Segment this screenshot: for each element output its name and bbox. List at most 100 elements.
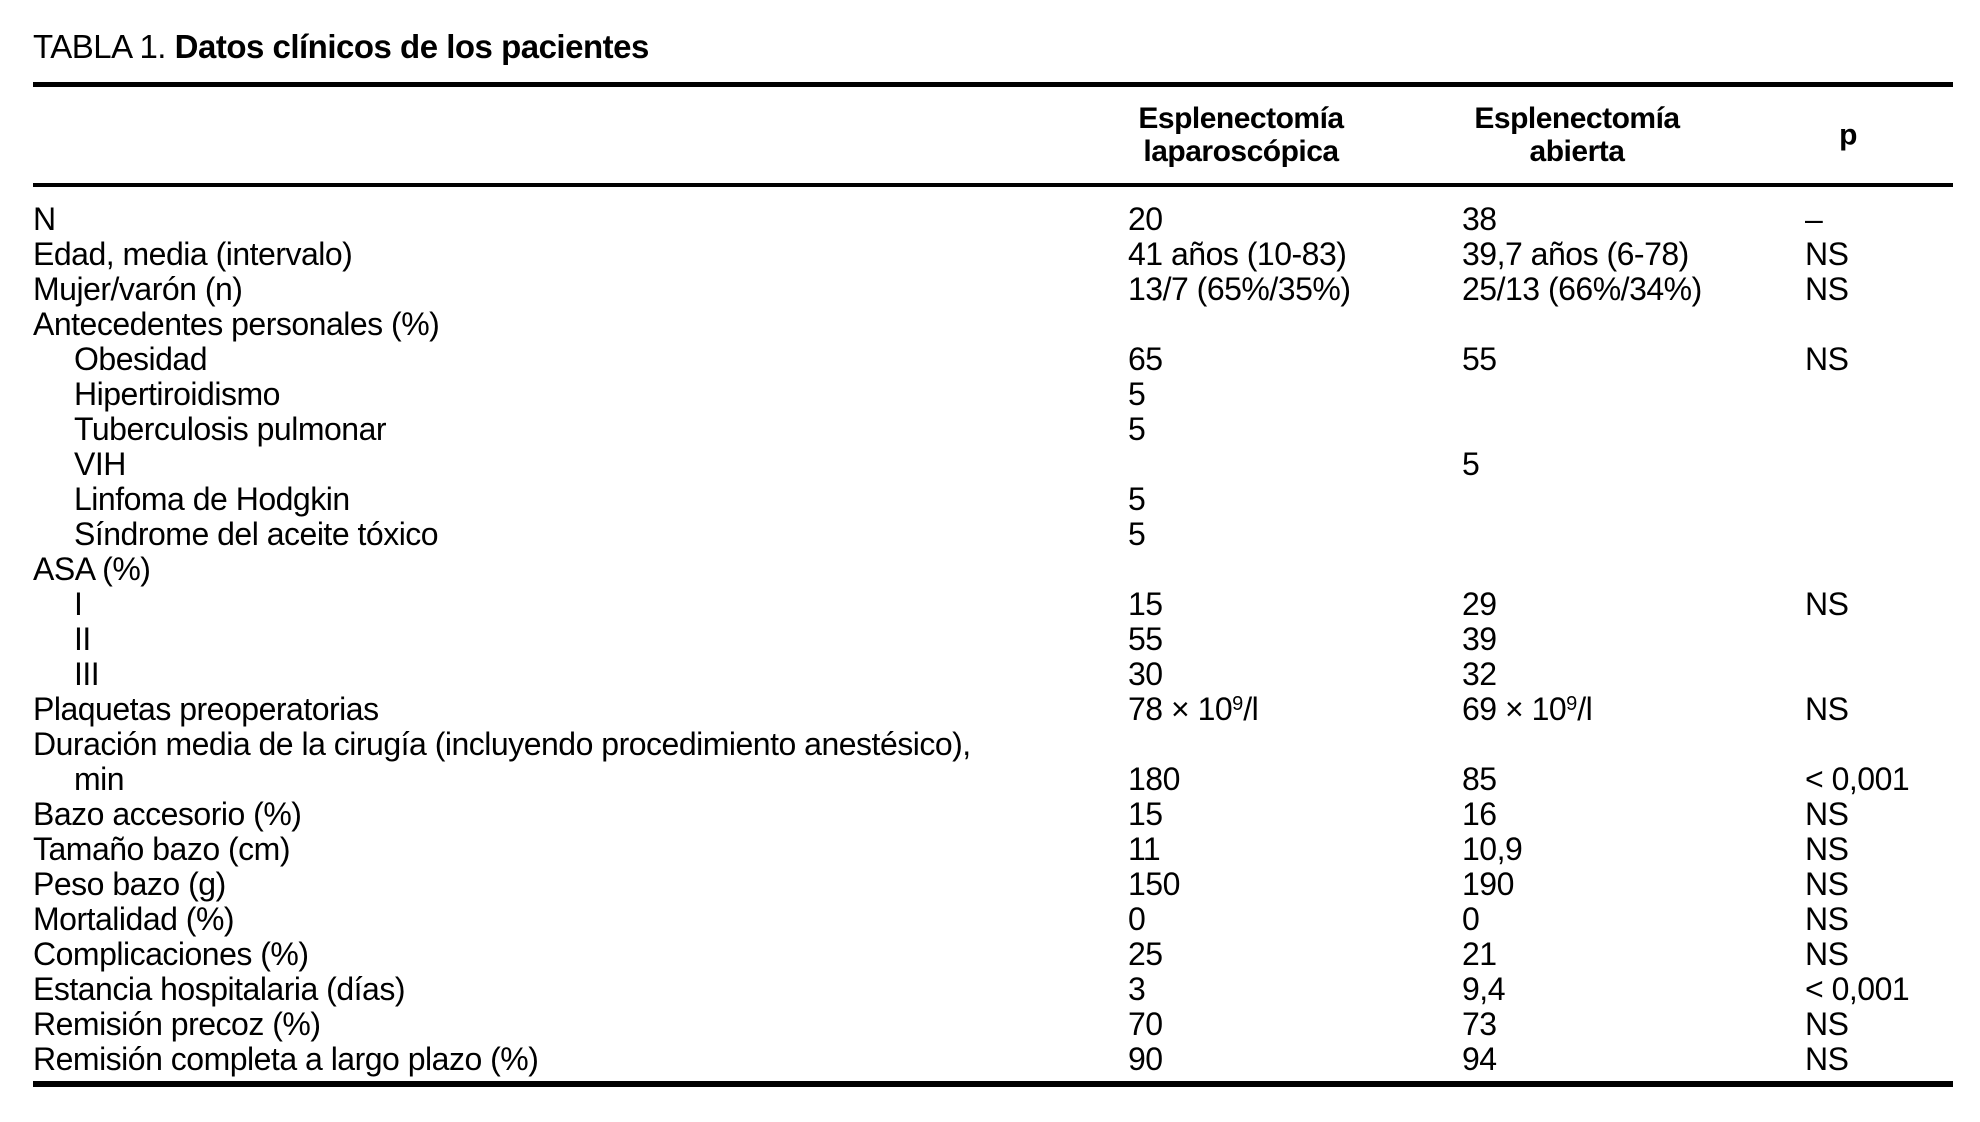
cell-p: NS (1805, 1006, 1849, 1042)
cell-p (1805, 552, 1953, 587)
cell-laparoscopic: 5 (1128, 481, 1146, 517)
cell-laparoscopic: 90 (1128, 1041, 1163, 1077)
cell-open (1462, 377, 1805, 412)
row-label: Peso bazo (g) (33, 866, 226, 902)
cell-laparoscopic: 3 (1128, 971, 1146, 1007)
table-row: III 30 32 (33, 657, 1953, 692)
cell-open: 25/13 (66%/34%) (1462, 271, 1702, 307)
table-body: N 20 38 – Edad, media (intervalo) 41 año… (33, 202, 1953, 1077)
cell-laparoscopic: 15 (1128, 586, 1163, 622)
value-unit: /l (1577, 691, 1593, 727)
cell-open: 21 (1462, 936, 1497, 972)
column-header-laparoscopic-line1: Esplenectomía (1138, 102, 1344, 135)
cell-open: 94 (1462, 1041, 1497, 1077)
column-header-open-line2: abierta (1529, 135, 1625, 168)
cell-p (1805, 482, 1953, 517)
bottom-rule (33, 1081, 1953, 1087)
cell-p (1805, 657, 1953, 692)
cell-laparoscopic: 30 (1128, 656, 1163, 692)
row-label: Linfoma de Hodgkin (74, 481, 350, 517)
header-rule (33, 183, 1953, 187)
row-label: Bazo accesorio (%) (33, 796, 302, 832)
table-row: Bazo accesorio (%) 15 16 NS (33, 797, 1953, 832)
cell-laparoscopic: 41 años (10-83) (1128, 236, 1347, 272)
cell-open: 69 × 109/l (1462, 692, 1805, 727)
row-label: Hipertiroidismo (74, 376, 280, 412)
table-row: Complicaciones (%) 25 21 NS (33, 937, 1953, 972)
cell-laparoscopic (1128, 727, 1462, 762)
table-title-text: Datos clínicos de los pacientes (174, 28, 650, 65)
cell-p: NS (1805, 271, 1849, 307)
table-row: Peso bazo (g) 150 190 NS (33, 867, 1953, 902)
cell-laparoscopic: 55 (1128, 621, 1163, 657)
cell-laparoscopic: 180 (1128, 761, 1180, 797)
cell-p: NS (1805, 901, 1849, 937)
cell-laparoscopic: 78 × 109/l (1128, 692, 1462, 727)
row-label: ASA (%) (33, 551, 151, 587)
cell-laparoscopic: 150 (1128, 866, 1180, 902)
top-rule (33, 82, 1953, 87)
value-mantissa: 78 × 10 (1128, 691, 1233, 727)
cell-open (1462, 307, 1805, 342)
cell-open: 9,4 (1462, 971, 1505, 1007)
row-label: Obesidad (74, 341, 207, 377)
table-row: Obesidad 65 55 NS (33, 342, 1953, 377)
row-label: Mujer/varón (n) (33, 271, 243, 307)
cell-laparoscopic: 5 (1128, 516, 1146, 552)
table-row: Remisión precoz (%) 70 73 NS (33, 1007, 1953, 1042)
cell-open: 0 (1462, 901, 1480, 937)
cell-p: NS (1805, 796, 1849, 832)
table-row: Mortalidad (%) 0 0 NS (33, 902, 1953, 937)
table-row: Remisión completa a largo plazo (%) 90 9… (33, 1042, 1953, 1077)
cell-p (1805, 307, 1953, 342)
row-label: Duración media de la cirugía (incluyendo… (33, 726, 971, 762)
column-header-open: Esplenectomía abierta (1457, 102, 1697, 168)
cell-p: NS (1805, 236, 1849, 272)
table-row: Plaquetas preoperatorias 78 × 109/l 69 ×… (33, 692, 1953, 727)
cell-open: 16 (1462, 796, 1497, 832)
cell-open: 39 (1462, 621, 1497, 657)
table-row: Síndrome del aceite tóxico 5 (33, 517, 1953, 552)
row-label: Tamaño bazo (cm) (33, 831, 290, 867)
table-row: VIH 5 (33, 447, 1953, 482)
row-label: Antecedentes personales (%) (33, 306, 440, 342)
cell-open: 190 (1462, 866, 1514, 902)
table-row: II 55 39 (33, 622, 1953, 657)
cell-p: NS (1805, 866, 1849, 902)
table-row: Antecedentes personales (%) (33, 307, 1953, 342)
table-row: ASA (%) (33, 552, 1953, 587)
table-header: Esplenectomía laparoscópica Esplenectomí… (33, 87, 1953, 183)
cell-laparoscopic: 25 (1128, 936, 1163, 972)
cell-p: NS (1805, 936, 1849, 972)
table-row: Estancia hospitalaria (días) 3 9,4 < 0,0… (33, 972, 1953, 1007)
table-title: TABLA 1. Datos clínicos de los pacientes (33, 28, 649, 66)
table-row: Hipertiroidismo 5 (33, 377, 1953, 412)
column-header-laparoscopic: Esplenectomía laparoscópica (1121, 102, 1361, 168)
row-label: Edad, media (intervalo) (33, 236, 353, 272)
cell-open (1462, 727, 1805, 762)
row-label: Mortalidad (%) (33, 901, 235, 937)
cell-p (1805, 377, 1953, 412)
cell-open: 73 (1462, 1006, 1497, 1042)
row-label: min (74, 761, 125, 797)
cell-open: 5 (1462, 446, 1480, 482)
row-label: II (74, 621, 91, 657)
cell-p: – (1805, 201, 1823, 237)
row-label: Complicaciones (%) (33, 936, 309, 972)
row-label: Estancia hospitalaria (días) (33, 971, 405, 1007)
cell-p (1805, 412, 1953, 447)
cell-laparoscopic: 5 (1128, 376, 1146, 412)
table-row: Mujer/varón (n) 13/7 (65%/35%) 25/13 (66… (33, 272, 1953, 307)
cell-p (1805, 447, 1953, 482)
column-header-laparoscopic-line2: laparoscópica (1143, 135, 1339, 168)
cell-open: 10,9 (1462, 831, 1523, 867)
cell-laparoscopic: 20 (1128, 201, 1163, 237)
row-label: Tuberculosis pulmonar (74, 411, 387, 447)
cell-laparoscopic: 15 (1128, 796, 1163, 832)
cell-open: 29 (1462, 586, 1497, 622)
row-label: I (74, 586, 83, 622)
cell-open (1462, 482, 1805, 517)
table-row: I 15 29 NS (33, 587, 1953, 622)
cell-p: NS (1805, 831, 1849, 867)
cell-open: 85 (1462, 761, 1497, 797)
